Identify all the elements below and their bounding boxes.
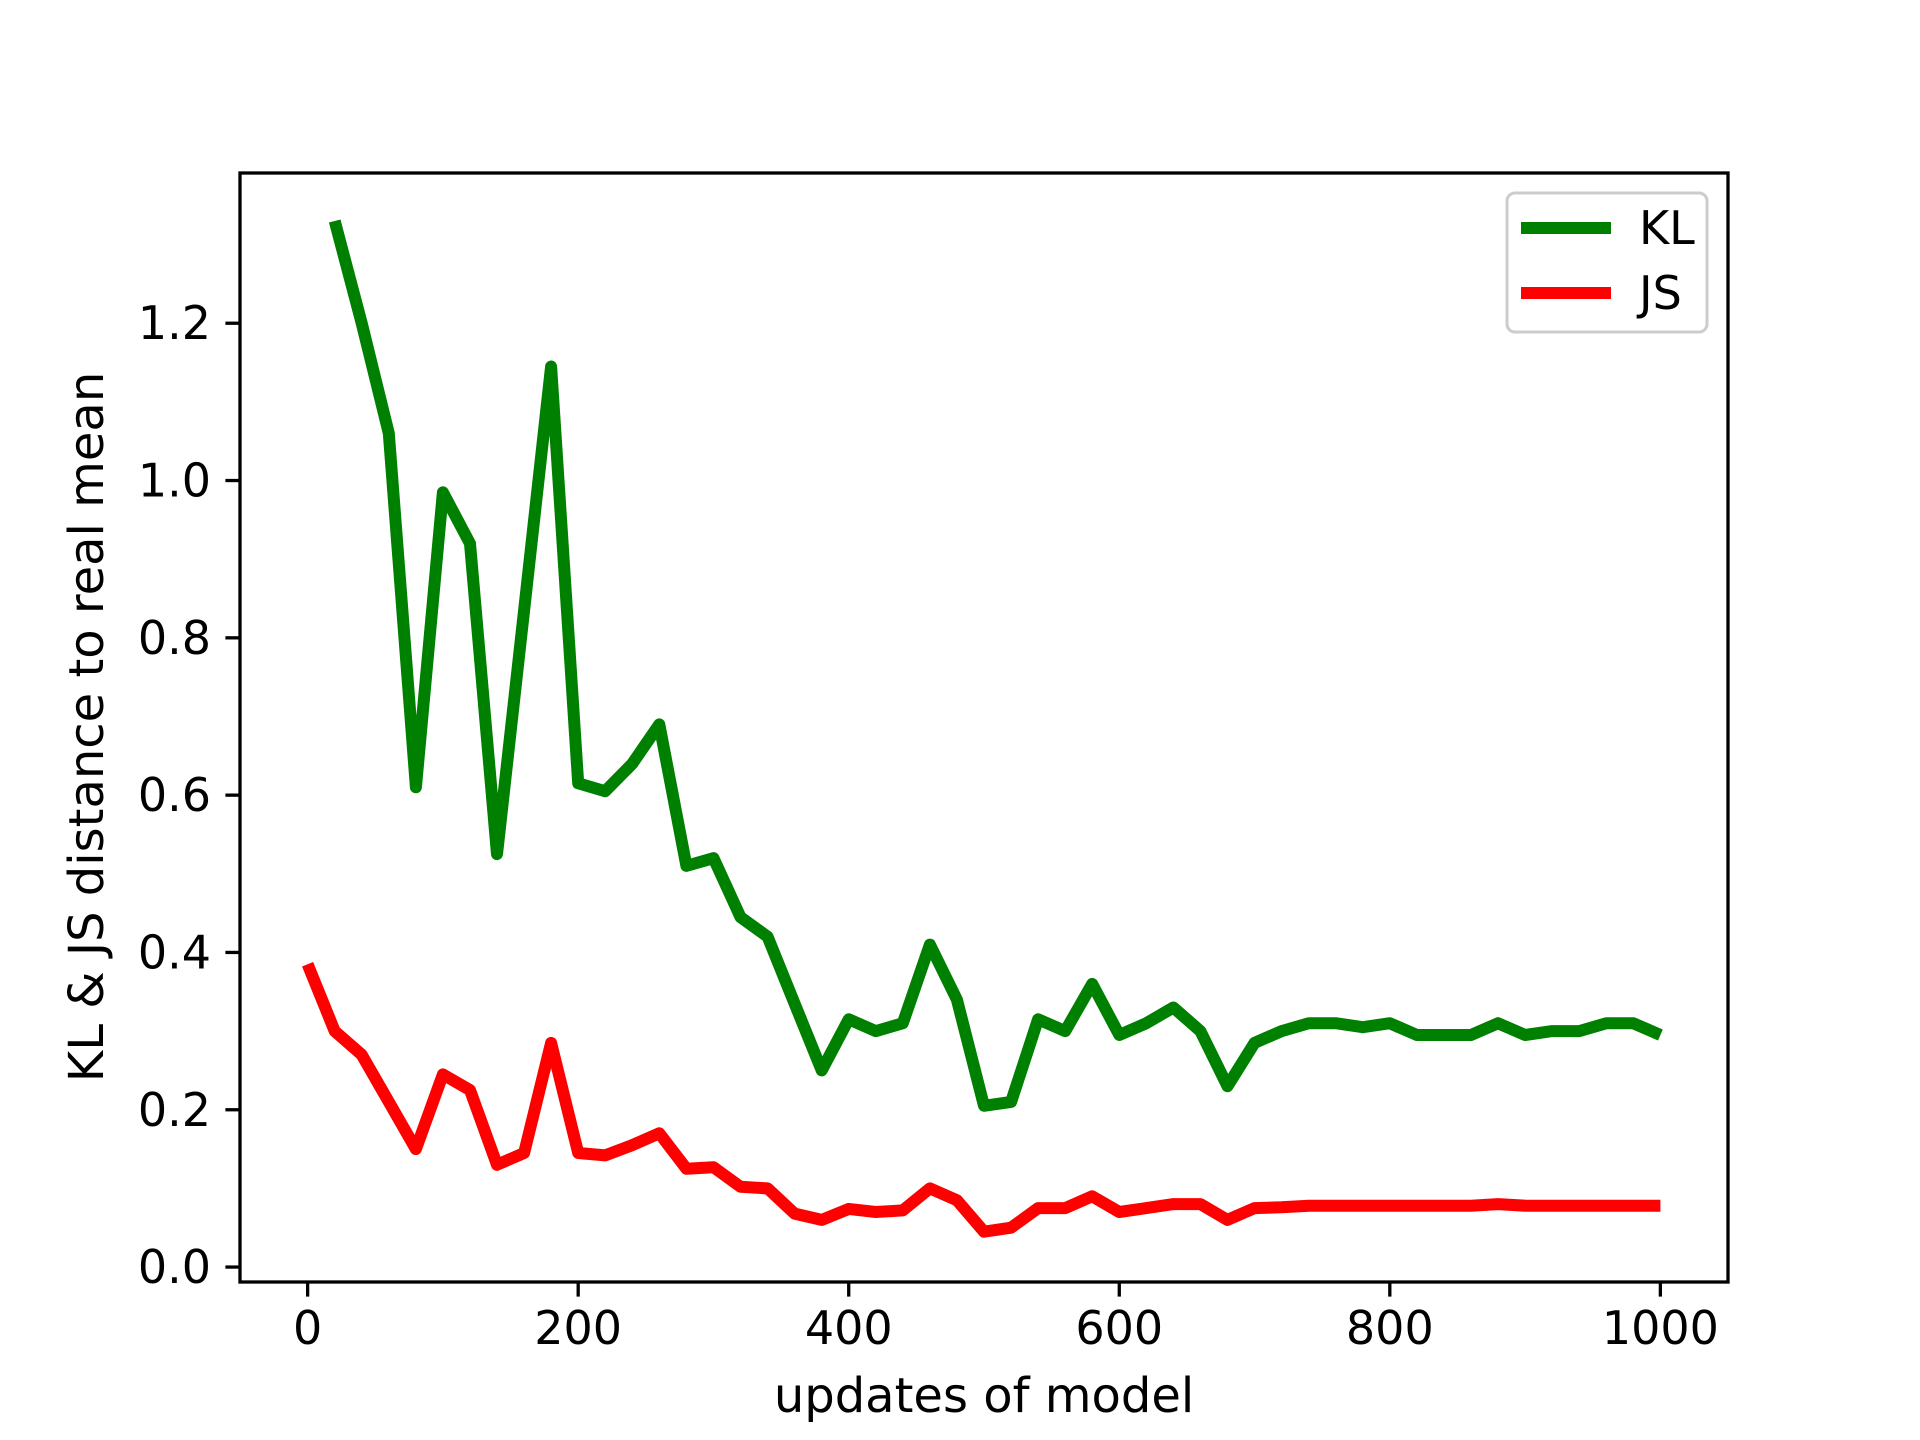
y-tick-label: 0.6 xyxy=(138,768,211,822)
x-tick-label: 0 xyxy=(293,1301,322,1355)
x-tick-label: 1000 xyxy=(1602,1301,1719,1355)
x-tick-label: 600 xyxy=(1075,1301,1163,1355)
x-tick-label: 800 xyxy=(1346,1301,1434,1355)
legend: KL JS xyxy=(1505,191,1709,334)
y-tick-label: 1.0 xyxy=(138,454,211,508)
plot-area xyxy=(240,173,1728,1282)
y-tick-label: 0.2 xyxy=(138,1083,211,1137)
x-axis-ticks: 0 200 400 600 800 1000 xyxy=(293,1282,1719,1355)
x-axis-label: updates of model xyxy=(774,1368,1194,1424)
js-line xyxy=(302,961,1661,1238)
y-tick-label: 0.8 xyxy=(138,611,211,665)
y-tick-label: 0.0 xyxy=(138,1240,211,1294)
x-tick-label: 400 xyxy=(805,1301,893,1355)
axes-spines xyxy=(238,171,1730,1284)
y-tick-label: 0.4 xyxy=(138,925,211,979)
data-series xyxy=(302,219,1663,1238)
y-tick-label: 1.2 xyxy=(138,296,211,350)
y-axis-ticks: 0.0 0.2 0.4 0.6 0.8 1.0 1.2 xyxy=(138,296,240,1294)
legend-kl-label: KL xyxy=(1639,201,1695,255)
y-axis-label: KL & JS distance to real mean xyxy=(59,372,115,1082)
x-tick-label: 200 xyxy=(534,1301,622,1355)
legend-js-label: JS xyxy=(1636,266,1682,320)
kl-line xyxy=(328,219,1663,1112)
